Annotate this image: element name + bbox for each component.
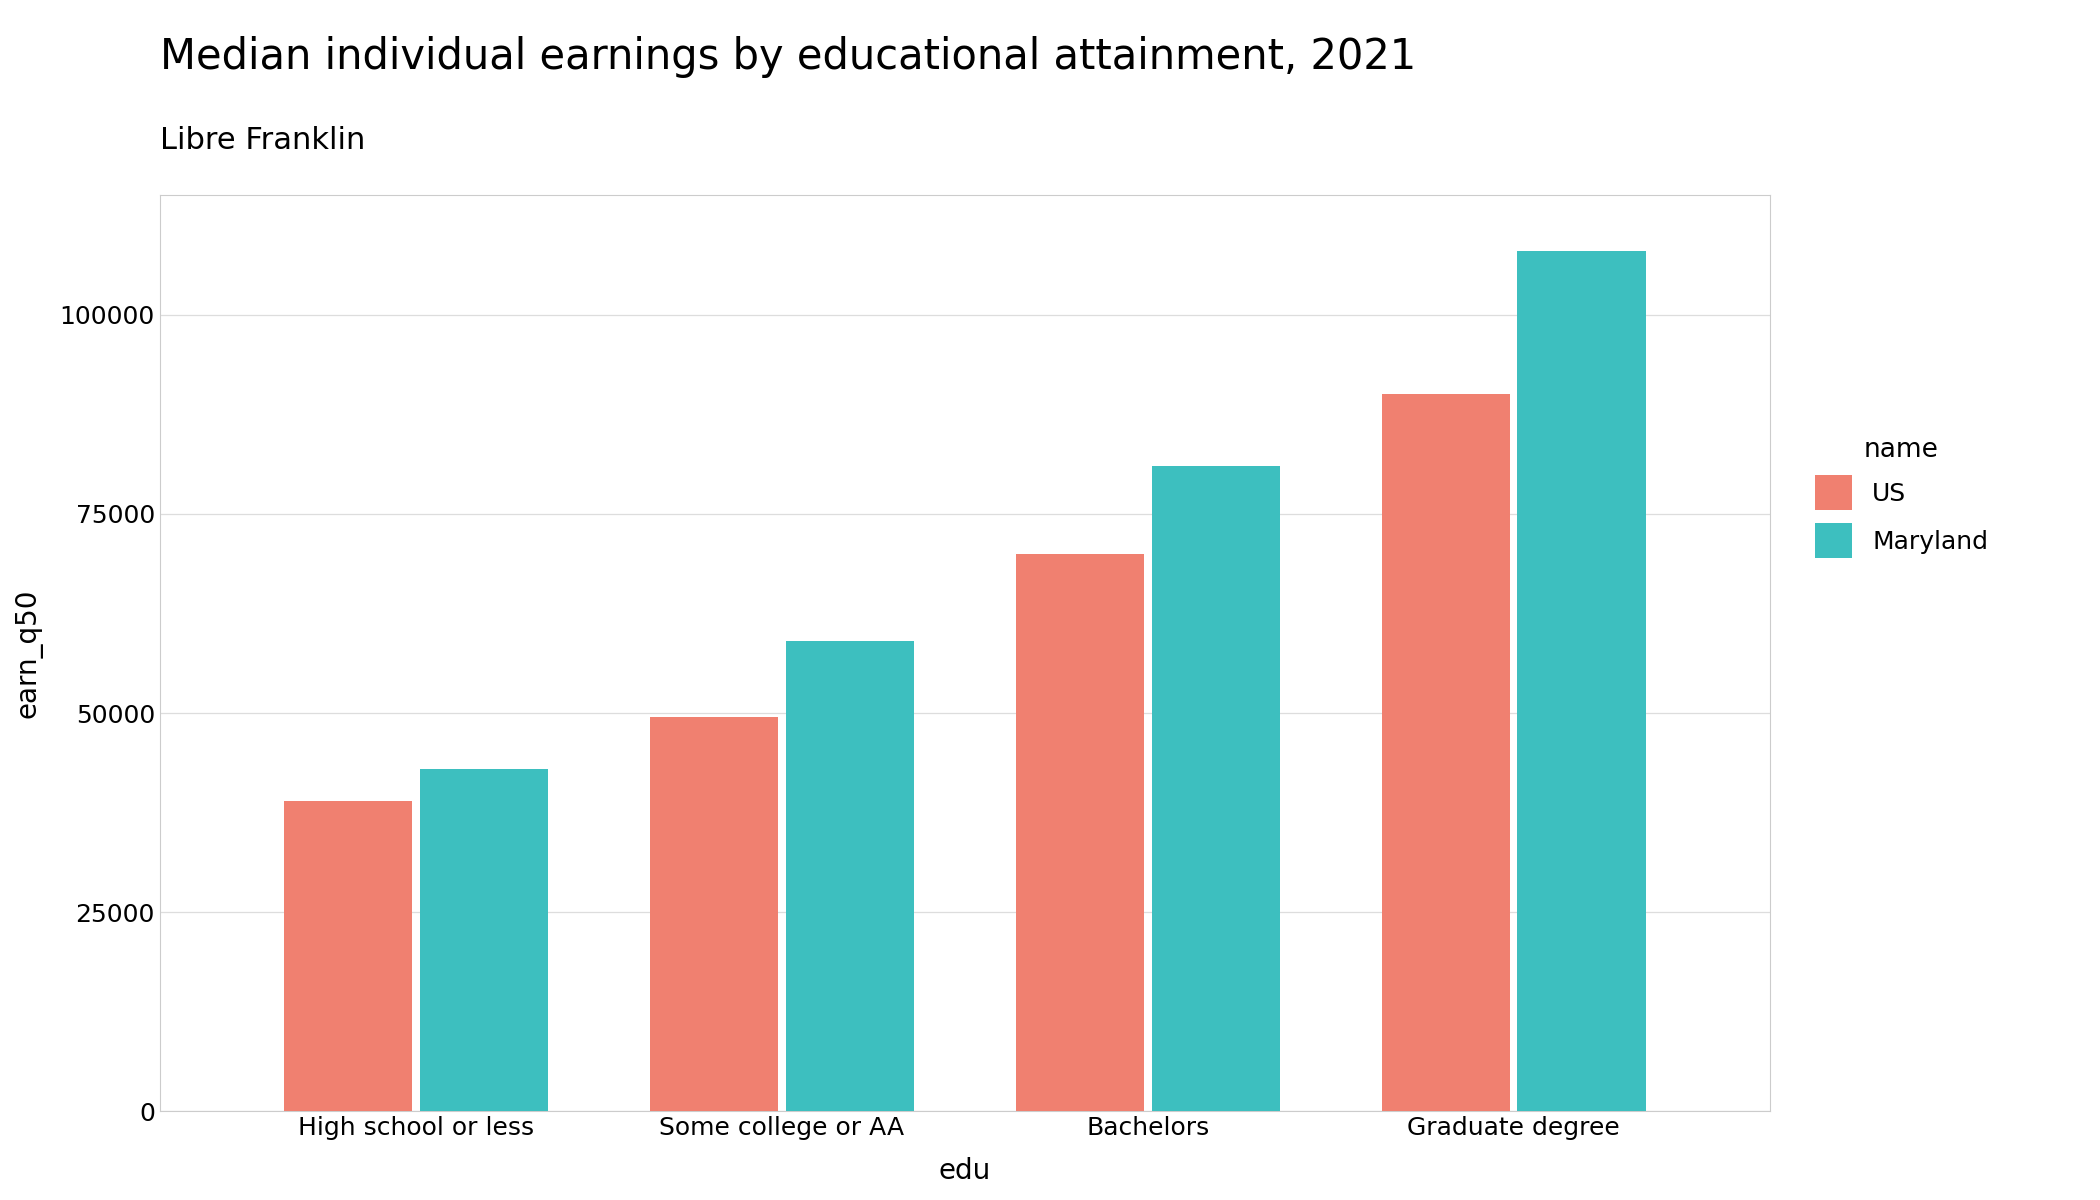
Bar	[1016, 553, 1144, 1111]
X-axis label: edu: edu	[939, 1157, 991, 1184]
Y-axis label: earn_q50: earn_q50	[15, 588, 42, 718]
Text: Libre Franklin: Libre Franklin	[160, 126, 365, 155]
Bar	[1518, 251, 1646, 1111]
Bar	[420, 769, 548, 1111]
Text: Median individual earnings by educational attainment, 2021: Median individual earnings by educationa…	[160, 36, 1415, 78]
Bar	[651, 716, 779, 1111]
Legend: US, Maryland: US, Maryland	[1814, 437, 1989, 558]
Bar	[785, 641, 914, 1111]
Bar	[1382, 395, 1510, 1111]
Bar	[284, 800, 412, 1111]
Bar	[1151, 466, 1279, 1111]
